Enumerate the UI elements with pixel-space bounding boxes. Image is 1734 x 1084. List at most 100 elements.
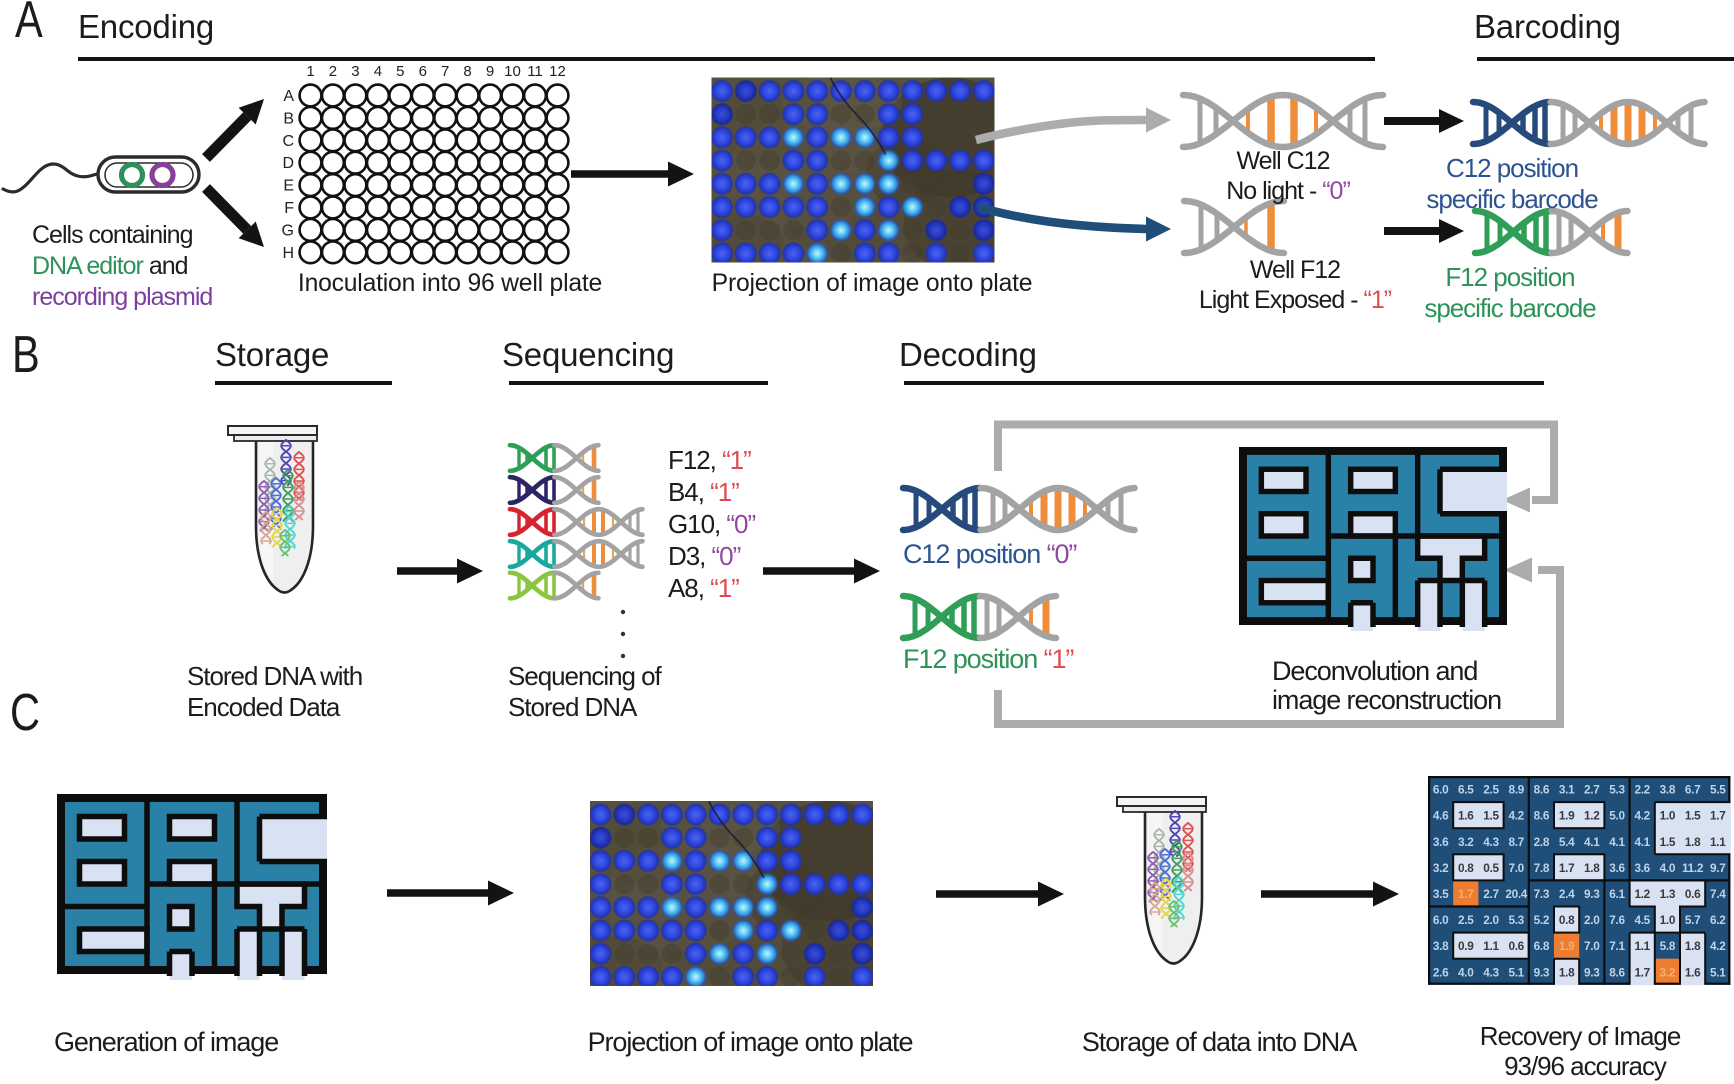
svg-text:6.8: 6.8 <box>1534 939 1550 953</box>
svg-text:20.4: 20.4 <box>1505 887 1527 901</box>
svg-text:1.1: 1.1 <box>1710 835 1726 849</box>
svg-text:1.7: 1.7 <box>1710 809 1726 823</box>
svg-text:6.0: 6.0 <box>1433 913 1449 927</box>
svg-text:4.2: 4.2 <box>1710 939 1726 953</box>
svg-text:7.0: 7.0 <box>1508 861 1524 875</box>
svg-text:2.7: 2.7 <box>1584 783 1600 797</box>
svg-text:0.5: 0.5 <box>1483 861 1499 875</box>
svg-text:C: C <box>282 133 294 150</box>
svg-text:3.2: 3.2 <box>1433 861 1449 875</box>
svg-text:9: 9 <box>486 63 494 80</box>
svg-text:1.0: 1.0 <box>1660 913 1676 927</box>
svg-text:8.7: 8.7 <box>1508 835 1524 849</box>
svg-text:A: A <box>283 88 294 105</box>
svg-text:2.0: 2.0 <box>1584 913 1600 927</box>
svg-text:5.7: 5.7 <box>1685 913 1701 927</box>
svg-text:0.6: 0.6 <box>1685 887 1701 901</box>
svg-text:11.2: 11.2 <box>1682 861 1704 875</box>
svg-text:D: D <box>282 155 294 172</box>
svg-text:0.9: 0.9 <box>1458 939 1474 953</box>
svg-text:7.8: 7.8 <box>1534 861 1550 875</box>
svg-text:5.4: 5.4 <box>1559 835 1575 849</box>
svg-text:5.5: 5.5 <box>1710 783 1726 797</box>
svg-text:2.8: 2.8 <box>1534 835 1550 849</box>
svg-text:5.0: 5.0 <box>1609 809 1625 823</box>
svg-text:3.1: 3.1 <box>1559 783 1575 797</box>
svg-text:E: E <box>283 178 294 195</box>
svg-text:4: 4 <box>374 63 382 80</box>
svg-text:5: 5 <box>396 63 404 80</box>
svg-text:3: 3 <box>351 63 359 80</box>
svg-text:5.3: 5.3 <box>1609 783 1625 797</box>
svg-text:3.6: 3.6 <box>1609 861 1625 875</box>
svg-text:5.2: 5.2 <box>1534 913 1550 927</box>
svg-text:4.6: 4.6 <box>1433 809 1449 823</box>
svg-text:4.2: 4.2 <box>1634 809 1650 823</box>
svg-text:1.8: 1.8 <box>1685 835 1701 849</box>
svg-text:3.5: 3.5 <box>1433 887 1449 901</box>
svg-text:4.0: 4.0 <box>1458 965 1474 979</box>
svg-text:2.5: 2.5 <box>1483 783 1499 797</box>
svg-text:3.2: 3.2 <box>1660 965 1676 979</box>
svg-text:0.8: 0.8 <box>1559 913 1575 927</box>
svg-text:1.7: 1.7 <box>1634 965 1650 979</box>
svg-text:1.3: 1.3 <box>1660 887 1676 901</box>
svg-text:9.3: 9.3 <box>1534 965 1550 979</box>
svg-text:9.7: 9.7 <box>1710 861 1726 875</box>
svg-text:7.1: 7.1 <box>1609 939 1625 953</box>
svg-text:1.1: 1.1 <box>1634 939 1650 953</box>
svg-text:11: 11 <box>527 63 543 80</box>
svg-text:5.3: 5.3 <box>1508 913 1524 927</box>
svg-text:6.7: 6.7 <box>1685 783 1701 797</box>
svg-text:7.3: 7.3 <box>1534 887 1550 901</box>
svg-text:7: 7 <box>441 63 449 80</box>
svg-text:4.3: 4.3 <box>1483 835 1499 849</box>
svg-text:1.8: 1.8 <box>1584 861 1600 875</box>
svg-text:3.6: 3.6 <box>1634 861 1650 875</box>
svg-text:9.3: 9.3 <box>1584 965 1600 979</box>
svg-text:F: F <box>284 200 294 217</box>
svg-text:4.1: 4.1 <box>1634 835 1650 849</box>
svg-text:3.8: 3.8 <box>1660 783 1676 797</box>
svg-text:1.6: 1.6 <box>1685 965 1701 979</box>
svg-text:B: B <box>283 110 294 127</box>
svg-text:6: 6 <box>419 63 427 80</box>
svg-text:1: 1 <box>306 63 314 80</box>
svg-text:6.2: 6.2 <box>1710 913 1726 927</box>
svg-text:1.2: 1.2 <box>1634 887 1650 901</box>
svg-text:8: 8 <box>463 63 471 80</box>
svg-text:7.0: 7.0 <box>1584 939 1600 953</box>
svg-text:2.6: 2.6 <box>1433 965 1449 979</box>
svg-text:2.5: 2.5 <box>1458 913 1474 927</box>
svg-text:G: G <box>282 222 294 239</box>
svg-text:2: 2 <box>329 63 337 80</box>
svg-text:1.7: 1.7 <box>1458 887 1474 901</box>
svg-text:3.2: 3.2 <box>1458 835 1474 849</box>
svg-text:12: 12 <box>549 63 566 80</box>
svg-text:10: 10 <box>504 63 521 80</box>
svg-text:1.8: 1.8 <box>1685 939 1701 953</box>
svg-text:1.5: 1.5 <box>1660 835 1676 849</box>
svg-text:7.4: 7.4 <box>1710 887 1726 901</box>
svg-text:4.1: 4.1 <box>1584 835 1600 849</box>
svg-text:1.0: 1.0 <box>1660 809 1676 823</box>
svg-text:8.6: 8.6 <box>1534 809 1550 823</box>
svg-text:4.5: 4.5 <box>1634 913 1650 927</box>
svg-text:4.3: 4.3 <box>1483 965 1499 979</box>
svg-text:9.3: 9.3 <box>1584 887 1600 901</box>
svg-text:1.7: 1.7 <box>1559 861 1575 875</box>
svg-text:4.1: 4.1 <box>1609 835 1625 849</box>
svg-text:1.9: 1.9 <box>1559 809 1575 823</box>
svg-text:0.8: 0.8 <box>1458 861 1474 875</box>
svg-text:1.9: 1.9 <box>1559 939 1575 953</box>
svg-text:5.8: 5.8 <box>1660 939 1676 953</box>
svg-text:8.9: 8.9 <box>1508 783 1524 797</box>
svg-text:6.1: 6.1 <box>1609 887 1625 901</box>
svg-text:4.0: 4.0 <box>1660 861 1676 875</box>
svg-text:2.7: 2.7 <box>1483 887 1499 901</box>
svg-text:5.1: 5.1 <box>1710 965 1726 979</box>
svg-text:1.6: 1.6 <box>1458 809 1474 823</box>
svg-text:0.6: 0.6 <box>1508 939 1524 953</box>
svg-text:2.2: 2.2 <box>1634 783 1650 797</box>
svg-text:1.5: 1.5 <box>1685 809 1701 823</box>
